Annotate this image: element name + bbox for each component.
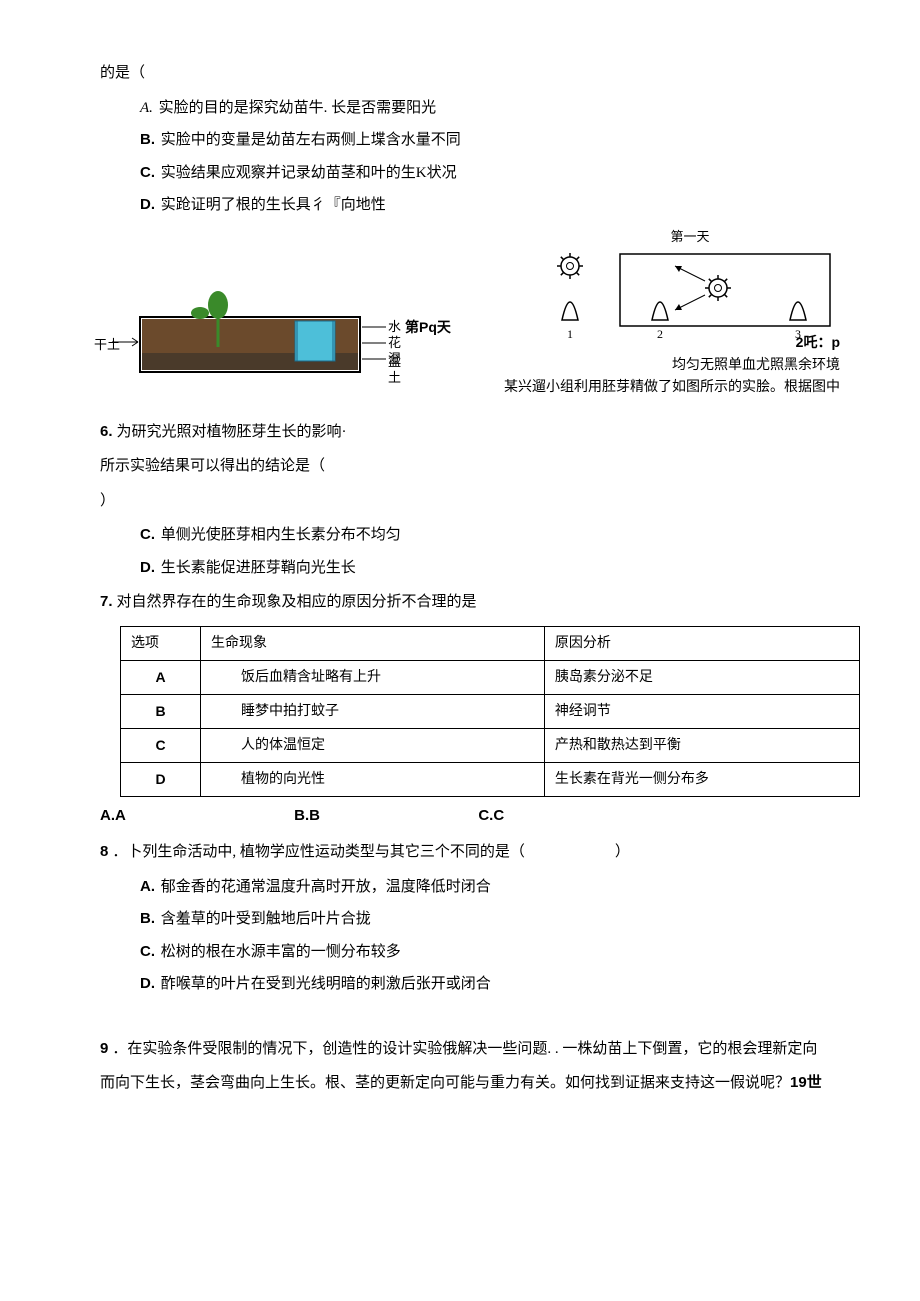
label-shitu: 湿土 <box>388 349 401 388</box>
figure-mid-label: 第Pq天 <box>405 317 451 338</box>
q5-stem-cont: 的是（ <box>100 62 840 85</box>
option-text: 生长素能促进胚芽鞘向光生长 <box>161 560 356 576</box>
option-letter: D. <box>140 196 155 213</box>
q7-stem-text: 对自然界存在的生命现象及相应的原因分折不合理的是 <box>117 594 477 610</box>
q5-option-c: C. 实验结果应观察并记录幼苗茎和叶的生K状况 <box>140 162 840 185</box>
q8-option-d: D. 酢喉草的叶片在受到光线明暗的剌激后张开或闭合 <box>140 973 840 996</box>
q6-num: 6. <box>100 423 113 440</box>
q6-option-d: D. 生长素能促进胚芽鞘向光生长 <box>140 557 840 580</box>
option-text: 酢喉草的叶片在受到光线明暗的剌激后张开或闭合 <box>161 976 491 992</box>
option-letter: C. <box>140 164 155 181</box>
table-row: B 睡梦中拍打蚊子 神经诇节 <box>121 694 860 728</box>
q8-stem-end: ） <box>615 844 630 860</box>
option-text: 实跄证明了根的生长具彳『向地性 <box>161 197 386 213</box>
figure-line2: 均匀无照单血尤照黑余环境 <box>672 355 840 376</box>
cell-opt: D <box>121 762 201 796</box>
option-letter: C. <box>140 526 155 543</box>
option-letter: B. <box>140 131 155 148</box>
cell-opt: B <box>121 694 201 728</box>
option-letter: A. <box>140 100 153 116</box>
cell-phenom: 植物的向光性 <box>201 762 545 796</box>
option-letter: D. <box>140 975 155 992</box>
q8-stem: 8．卜列生命活动中, 植物学应性运动类型与其它三个不同的是（ ） <box>100 841 840 864</box>
q9-num: 9 <box>100 1040 108 1057</box>
q6-stem2: 所示实验结果可以得出的结论是（ <box>100 455 840 478</box>
q8-dot: ． <box>112 844 127 860</box>
q7-ans-c: C.C <box>478 805 504 828</box>
cell-reason: 生长素在背光一侧分布多 <box>544 762 859 796</box>
option-letter: C. <box>140 943 155 960</box>
q5-option-b: B. 实脸中的变量是幼苗左右两侧上堞含水量不同 <box>140 129 840 152</box>
table-row: D 植物的向光性 生长素在背光一侧分布多 <box>121 762 860 796</box>
q9-stem-line1: 9．在实验条件受限制的情况下，创造性的设计实验俄解决一些问题. . 一株幼苗上下… <box>100 1038 840 1061</box>
option-letter: B. <box>140 910 155 927</box>
th-phenomenon: 生命现象 <box>201 626 545 660</box>
figure-left: 干土 水 花盆 湿土 <box>100 287 400 405</box>
figure-line1: 2吒：p <box>796 332 840 353</box>
q6-option-c: C. 单侧光使胚芽相内生长素分布不均匀 <box>140 524 840 547</box>
figure-line3: 某兴遛小组利用胚芽精做了如图所示的实脍。根据图中 <box>504 377 840 398</box>
cell-reason: 神经诇节 <box>544 694 859 728</box>
q5-option-a: A. 实脸的目的是探究幼苗牛. 长是否需要阳光 <box>140 97 840 120</box>
q7-table: 选项 生命现象 原因分析 A 饭后血精含址略有上升 胰岛素分泌不足 B 睡梦中拍… <box>120 626 860 797</box>
q6-stem1-text: 为研究光照对植物胚芽生长的影响· <box>117 424 347 440</box>
figure-area: 干土 水 花盆 湿土 第Pq天 第一天 <box>100 227 840 407</box>
q8-stem-text: 卜列生命活动中, 植物学应性运动类型与其它三个不同的是（ <box>127 844 525 860</box>
cell-reason: 胰岛素分泌不足 <box>544 660 859 694</box>
q7-num: 7. <box>100 593 113 610</box>
q9-stem-b: 而向下生长，茎会弯曲向上生长。根、茎的更新定向可能与重力有关。如何找到证据来支持… <box>100 1075 790 1091</box>
q7-ans-b: B.B <box>294 805 474 828</box>
q8-option-c: C. 松树的根在水源丰富的一恻分布较多 <box>140 941 840 964</box>
q8-option-b: B. 含羞草的叶受到触地后叶片合拢 <box>140 908 840 931</box>
th-reason: 原因分析 <box>544 626 859 660</box>
cell-phenom: 饭后血精含址略有上升 <box>201 660 545 694</box>
option-text: 单侧光使胚芽相内生长素分布不均匀 <box>161 527 401 543</box>
pot-diagram <box>100 287 400 397</box>
q9-stem-a: 在实验条件受限制的情况下，创造性的设计实验俄解决一些问题. . 一株幼苗上下倒置… <box>127 1041 817 1057</box>
option-text: 实脸的目的是探究幼苗牛. 长是否需要阳光 <box>159 100 437 116</box>
option-text: 实验结果应观察并记录幼苗茎和叶的生K状况 <box>161 165 457 181</box>
svg-text:2: 2 <box>657 327 663 341</box>
q9-stem-line2: 而向下生长，茎会弯曲向上生长。根、茎的更新定向可能与重力有关。如何找到证据来支持… <box>100 1072 840 1095</box>
q7-stem: 7.对自然界存在的生命现象及相应的原因分折不合理的是 <box>100 591 840 614</box>
th-option: 选项 <box>121 626 201 660</box>
table-header-row: 选项 生命现象 原因分析 <box>121 626 860 660</box>
cell-phenom: 人的体温恒定 <box>201 728 545 762</box>
figure-right-top-label: 第一天 <box>540 227 840 247</box>
cell-reason: 产热和散热达到平衡 <box>544 728 859 762</box>
option-letter: D. <box>140 559 155 576</box>
q8-option-a: A. 郁金香的花通常温度升高时开放，温度降低时闭合 <box>140 876 840 899</box>
option-text: 实脸中的变量是幼苗左右两侧上堞含水量不同 <box>161 132 461 148</box>
q5-option-d: D. 实跄证明了根的生长具彳『向地性 <box>140 194 840 217</box>
q6-stem3: ） <box>100 490 840 513</box>
table-row: C 人的体温恒定 产热和散热达到平衡 <box>121 728 860 762</box>
option-text: 郁金香的花通常温度升高时开放，温度降低时闭合 <box>161 879 491 895</box>
cell-opt: A <box>121 660 201 694</box>
q7-answer-row: A.A B.B C.C <box>100 805 840 828</box>
label-gantu: 干土 <box>94 335 120 355</box>
q7-ans-a: A.A <box>100 805 290 828</box>
option-text: 含羞草的叶受到触地后叶片合拢 <box>161 911 371 927</box>
coleoptile-diagram: 1 2 3 <box>540 248 840 343</box>
svg-text:1: 1 <box>567 327 573 341</box>
q8-num: 8 <box>100 843 108 860</box>
cell-phenom: 睡梦中拍打蚊子 <box>201 694 545 728</box>
option-letter: A. <box>140 878 155 895</box>
q6-stem1: 6.为研究光照对植物胚芽生长的影响· <box>100 421 840 444</box>
q9-stem-c: 19世 <box>790 1074 822 1091</box>
cell-opt: C <box>121 728 201 762</box>
table-row: A 饭后血精含址略有上升 胰岛素分泌不足 <box>121 660 860 694</box>
option-text: 松树的根在水源丰富的一恻分布较多 <box>161 944 401 960</box>
q9-dot: ． <box>112 1041 127 1057</box>
